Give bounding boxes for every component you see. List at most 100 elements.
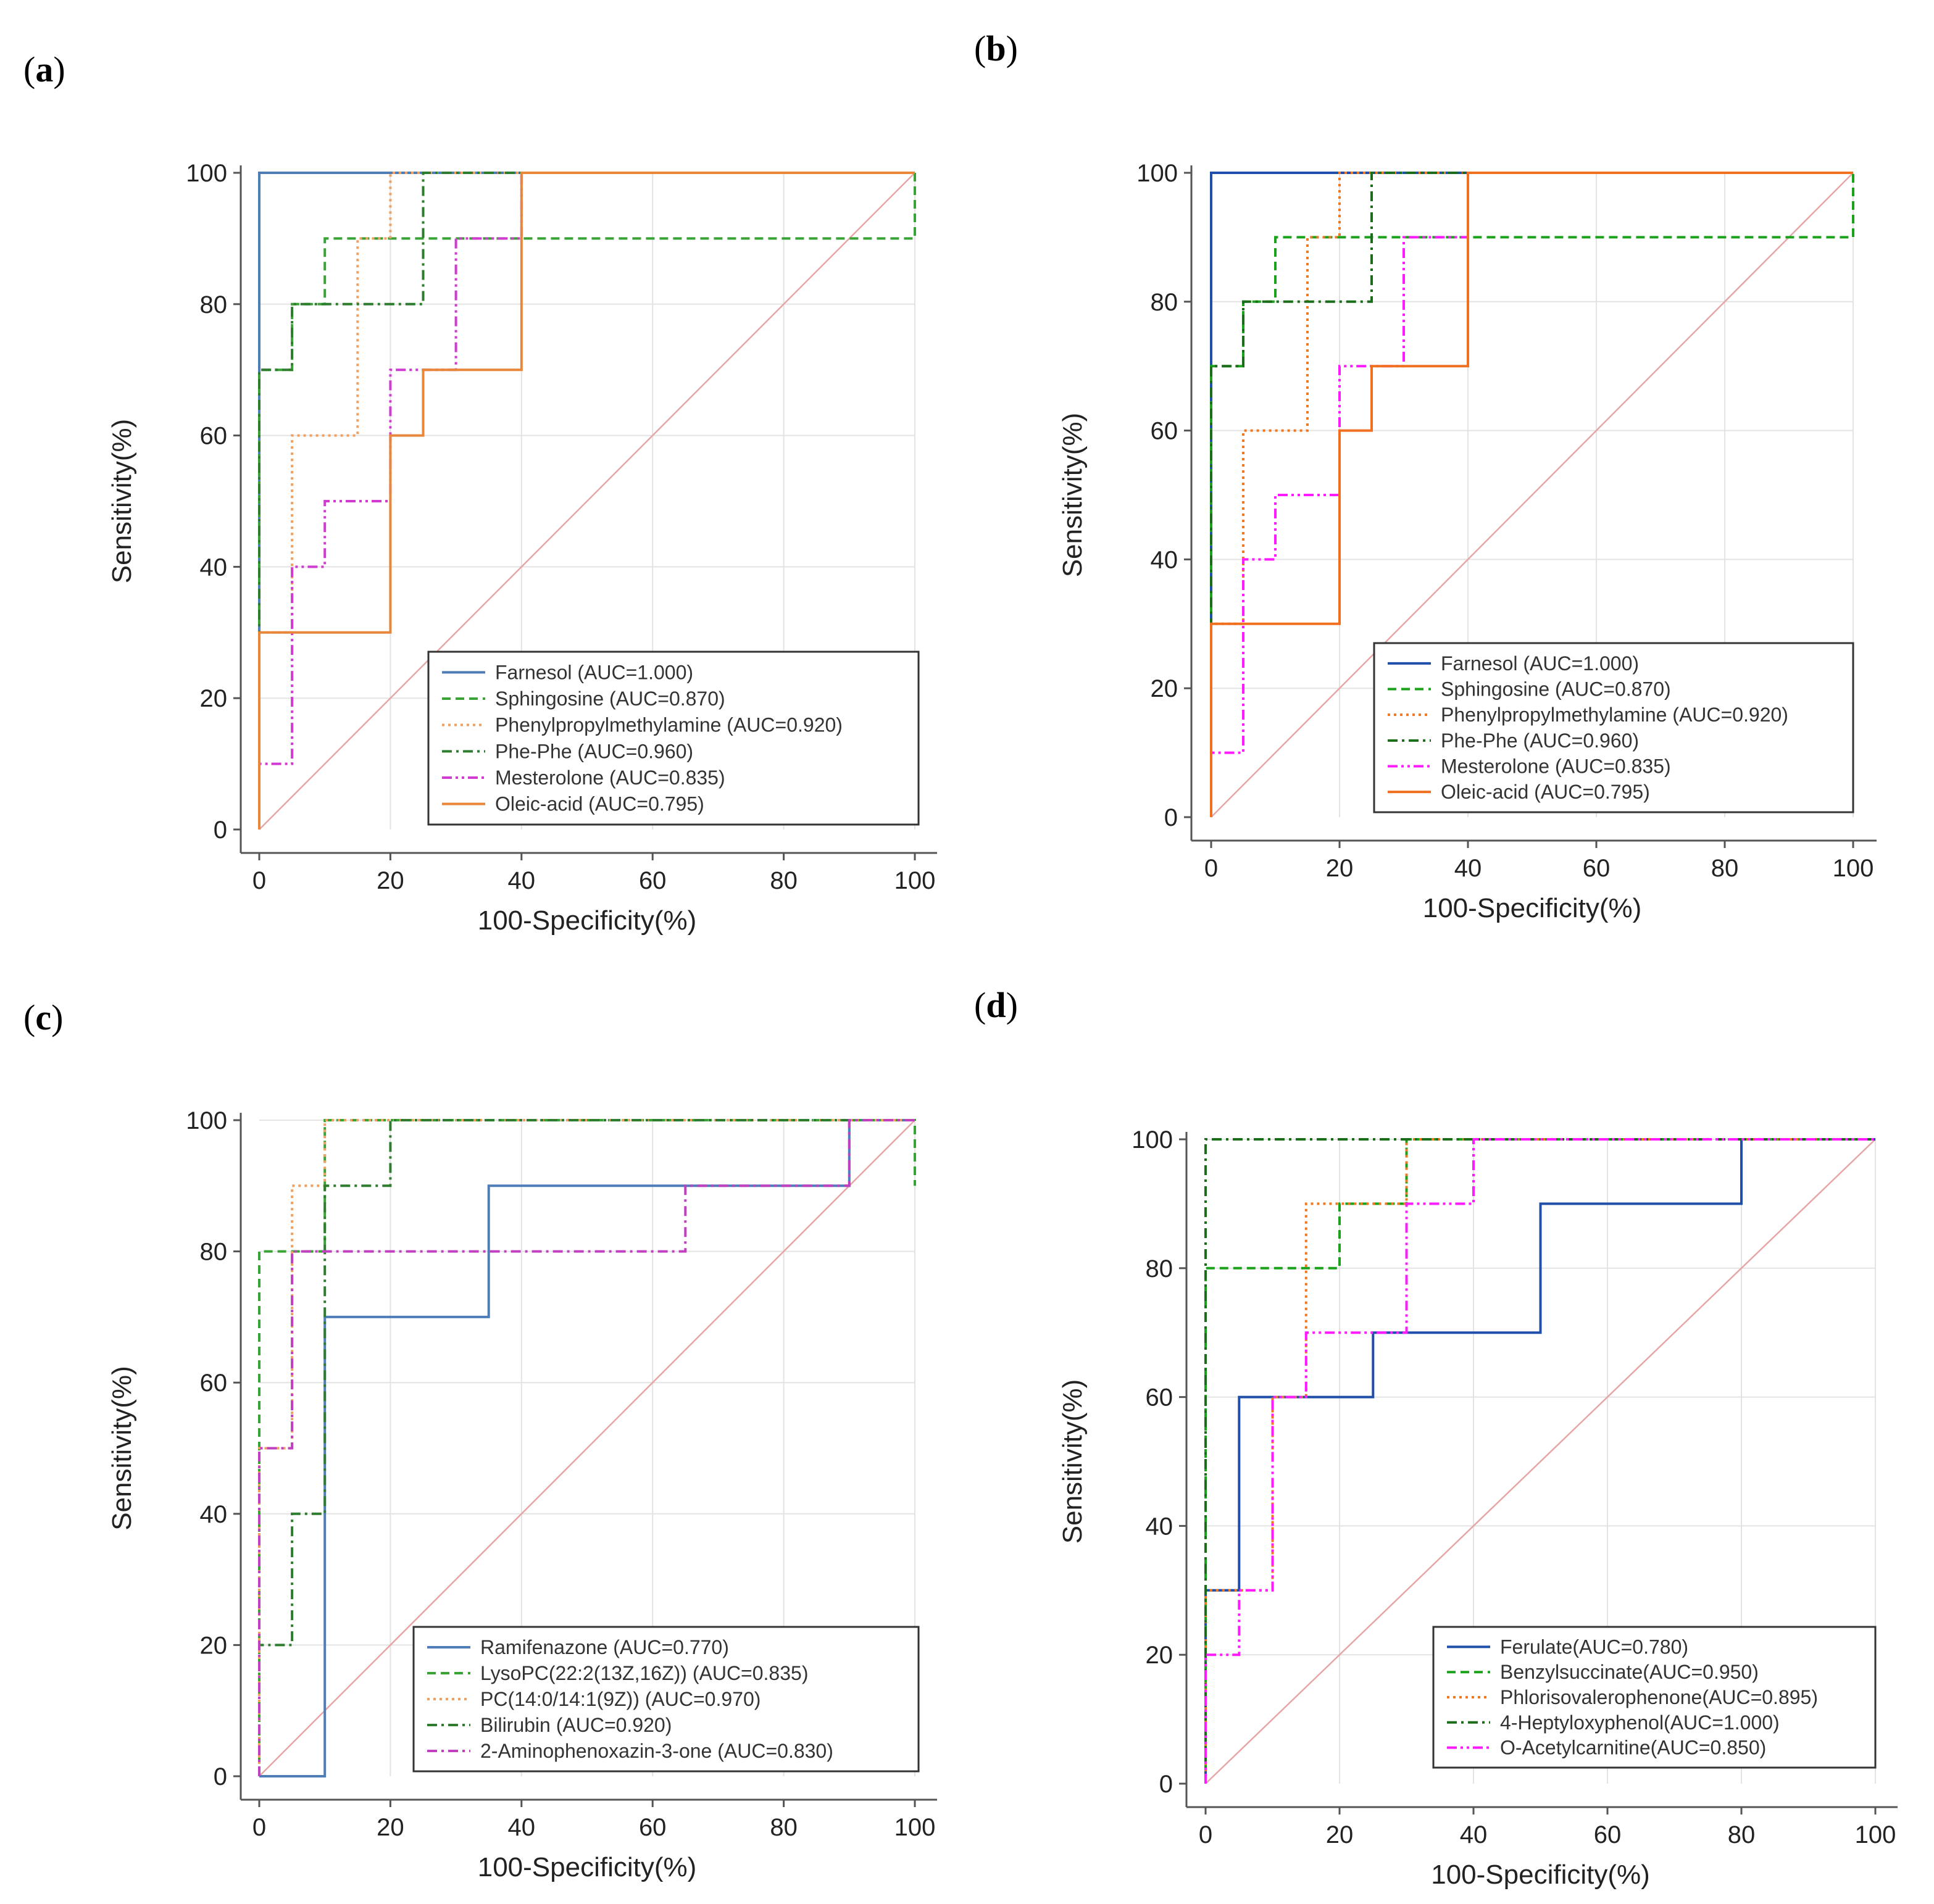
x-axis-title: 100-Specificity(%) (1431, 1860, 1650, 1890)
roc-curve-3 (258, 172, 915, 829)
roc-curve-5 (1204, 1138, 1875, 1784)
x-tick-label: 40 (1454, 855, 1482, 882)
x-tick-label: 60 (639, 867, 667, 894)
chart-panel-a: 0 20 40 60 80 100 0 20 40 60 80 100 100-Specificity(… (107, 160, 937, 936)
panel-label-a: (a) (23, 49, 65, 89)
legend-label: Farnesol (AUC=1.000) (1441, 652, 1639, 675)
x-tick-label: 80 (770, 1814, 798, 1841)
legend-label: Phlorisovalerophenone(AUC=0.895) (1500, 1686, 1818, 1708)
x-tick-label: 100 (1855, 1821, 1896, 1848)
legend-label: Mesterolone (AUC=0.835) (495, 767, 725, 789)
roc-curve-4 (258, 1119, 915, 1776)
legend-label: Phenylpropylmethylamine (AUC=0.920) (1441, 704, 1788, 726)
y-axis-title: Sensitivity(%) (1057, 1379, 1088, 1544)
chart-panel-d: 0 20 40 60 80 100 0 20 40 60 80 100 100-Specificity(… (1057, 1126, 1898, 1890)
y-tick-label: 20 (1146, 1642, 1173, 1669)
reference-diagonal (259, 1120, 915, 1777)
legend-label: LysoPC(22:2(13Z,16Z)) (AUC=0.835) (480, 1662, 808, 1684)
x-tick-label: 0 (252, 867, 266, 894)
y-tick-label: 100 (186, 160, 227, 187)
legend-label: Oleic-acid (AUC=0.795) (1441, 781, 1650, 803)
y-axis-title: Sensitivity(%) (107, 1366, 137, 1531)
legend-label: Bilirubin (AUC=0.920) (480, 1714, 672, 1736)
x-tick-label: 60 (639, 1814, 667, 1841)
x-tick-label: 0 (1199, 1821, 1212, 1848)
x-tick-label: 40 (508, 1814, 536, 1841)
roc-curve-4 (1210, 172, 1853, 817)
legend-label: Phe-Phe (AUC=0.960) (1441, 730, 1639, 752)
roc-curve-6 (1210, 172, 1853, 817)
x-tick-label: 0 (252, 1814, 266, 1841)
legend (427, 651, 920, 826)
legend (1432, 1626, 1877, 1769)
legend-label: Farnesol (AUC=1.000) (495, 661, 693, 683)
roc-curve-5 (258, 1119, 915, 1776)
roc-curve-3 (258, 1119, 915, 1776)
y-tick-label: 20 (1151, 675, 1178, 702)
roc-curve-4 (1204, 1138, 1875, 1784)
x-tick-label: 0 (1204, 855, 1218, 882)
y-tick-label: 0 (1164, 804, 1178, 831)
reference-diagonal (1211, 172, 1854, 818)
y-tick-label: 20 (200, 1632, 228, 1659)
y-tick-label: 20 (200, 685, 228, 712)
x-tick-label: 80 (1728, 1821, 1756, 1848)
x-tick-label: 60 (1583, 855, 1611, 882)
y-tick-label: 80 (1151, 289, 1178, 316)
roc-curve-1 (1204, 1138, 1875, 1784)
y-tick-label: 40 (200, 554, 228, 581)
x-tick-label: 40 (508, 867, 536, 894)
y-tick-label: 80 (1146, 1255, 1173, 1282)
legend-label: Ramifenazone (AUC=0.770) (480, 1636, 729, 1658)
x-tick-label: 20 (377, 867, 404, 894)
legend-label: Phenylpropylmethylamine (AUC=0.920) (495, 714, 843, 736)
legend (1373, 642, 1854, 813)
y-tick-label: 40 (200, 1501, 228, 1528)
y-tick-label: 100 (186, 1107, 227, 1134)
x-tick-label: 60 (1594, 1821, 1622, 1848)
roc-curve-1 (259, 1119, 915, 1777)
x-axis-title: 100-Specificity(%) (478, 1852, 697, 1882)
x-tick-label: 40 (1460, 1821, 1488, 1848)
y-tick-label: 40 (1151, 546, 1178, 573)
legend-label: Phe-Phe (AUC=0.960) (495, 740, 693, 762)
x-tick-label: 80 (1711, 855, 1739, 882)
y-tick-label: 60 (1151, 418, 1178, 445)
reference-diagonal (259, 172, 915, 830)
legend-label: Sphingosine (AUC=0.870) (1441, 678, 1671, 700)
x-tick-label: 100 (1833, 855, 1874, 882)
y-axis-title: Sensitivity(%) (1057, 413, 1088, 578)
y-tick-label: 0 (214, 1763, 227, 1790)
y-tick-label: 60 (200, 1370, 228, 1397)
x-tick-label: 20 (1326, 1821, 1354, 1848)
legend-label: Mesterolone (AUC=0.835) (1441, 755, 1671, 778)
legend-label: O-Acetylcarnitine(AUC=0.850) (1500, 1737, 1766, 1759)
x-tick-label: 100 (894, 867, 936, 894)
legend-label: 2-Aminophenoxazin-3-one (AUC=0.830) (480, 1740, 833, 1762)
legend-label: 4-Heptyloxyphenol(AUC=1.000) (1500, 1711, 1780, 1734)
panel-label-b: (b) (974, 28, 1018, 69)
chart-panel-b: 0 20 40 60 80 100 0 20 40 60 80 100 100-Specificity(… (1057, 160, 1877, 923)
x-tick-label: 20 (1326, 855, 1354, 882)
y-tick-label: 80 (200, 291, 228, 318)
y-tick-label: 40 (1146, 1513, 1173, 1540)
legend-label: Benzylsuccinate(AUC=0.950) (1500, 1661, 1759, 1683)
y-tick-label: 60 (200, 423, 228, 450)
chart-panel-c: 0 20 40 60 80 100 0 20 40 60 80 100 100-Specificity(… (107, 1107, 937, 1882)
legend-label: Ferulate(AUC=0.780) (1500, 1636, 1688, 1658)
y-axis-title: Sensitivity(%) (107, 419, 137, 584)
legend-label: PC(14:0/14:1(9Z)) (AUC=0.970) (480, 1688, 761, 1710)
x-tick-label: 100 (894, 1814, 936, 1841)
roc-curve-4 (258, 172, 915, 829)
reference-diagonal (1205, 1139, 1876, 1784)
roc-curve-6 (258, 172, 915, 829)
x-axis-title: 100-Specificity(%) (1423, 893, 1642, 923)
y-tick-label: 80 (200, 1239, 228, 1266)
roc-curve-5 (258, 172, 915, 829)
x-tick-label: 80 (770, 867, 798, 894)
legend (412, 1626, 920, 1773)
x-tick-label: 20 (377, 1814, 404, 1841)
y-tick-label: 100 (1136, 160, 1178, 187)
y-tick-label: 60 (1146, 1384, 1173, 1411)
